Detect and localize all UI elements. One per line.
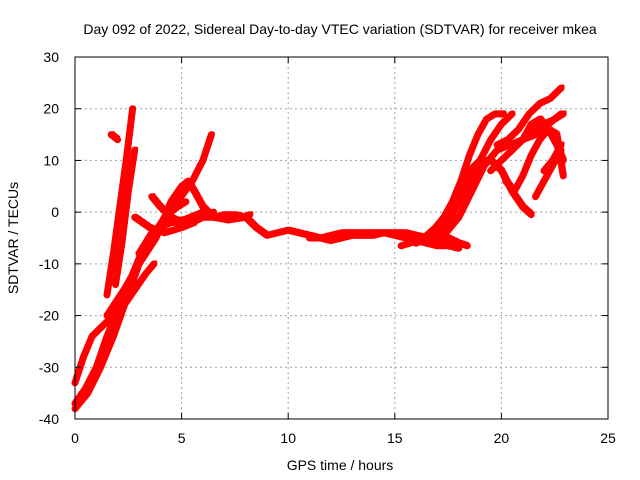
plot-frame — [74, 56, 609, 420]
y-tick-label: 10 — [43, 152, 59, 168]
series-markers-s6 — [111, 131, 122, 140]
y-tick-label: -20 — [39, 308, 59, 324]
x-tick-label: 0 — [71, 430, 79, 446]
series-markers-s11 — [135, 213, 198, 233]
series-markers-s21 — [506, 125, 567, 191]
y-tick-label: 30 — [43, 49, 59, 65]
series-line-s4 — [103, 105, 137, 299]
y-tick-label: -30 — [39, 359, 59, 375]
x-axis-label: GPS time / hours — [287, 457, 394, 473]
x-tick-label: 25 — [600, 430, 616, 446]
x-tick-label: 5 — [178, 430, 186, 446]
series-markers-s24 — [544, 141, 565, 171]
series-markers-s4 — [107, 105, 137, 295]
y-tick-label: 20 — [43, 101, 59, 117]
x-tick-label: 20 — [494, 430, 510, 446]
series-markers-s18 — [437, 229, 471, 246]
tick-layer: 0 5 10 15 20 25 -40 -30 -20 -10 0 10 20 30 — [39, 49, 616, 446]
series-markers-s5 — [116, 146, 139, 284]
y-axis-label: SDTVAR / TECUs — [5, 182, 21, 294]
x-tick-label: 10 — [280, 430, 296, 446]
y-tick-label: -10 — [39, 256, 59, 272]
chart-title: Day 092 of 2022, Sidereal Day-to-day VTE… — [83, 21, 596, 37]
series-markers-s19 — [497, 84, 565, 145]
y-tick-label: -40 — [39, 411, 59, 427]
series-line-s6 — [107, 131, 122, 144]
series-line-s18 — [433, 229, 471, 250]
x-tick-label: 15 — [387, 430, 403, 446]
series-layer — [71, 84, 567, 413]
series-markers-s10 — [152, 193, 218, 222]
y-tick-label: 0 — [51, 204, 59, 220]
series-line-s5 — [112, 146, 139, 288]
series-markers-s9 — [139, 208, 254, 253]
